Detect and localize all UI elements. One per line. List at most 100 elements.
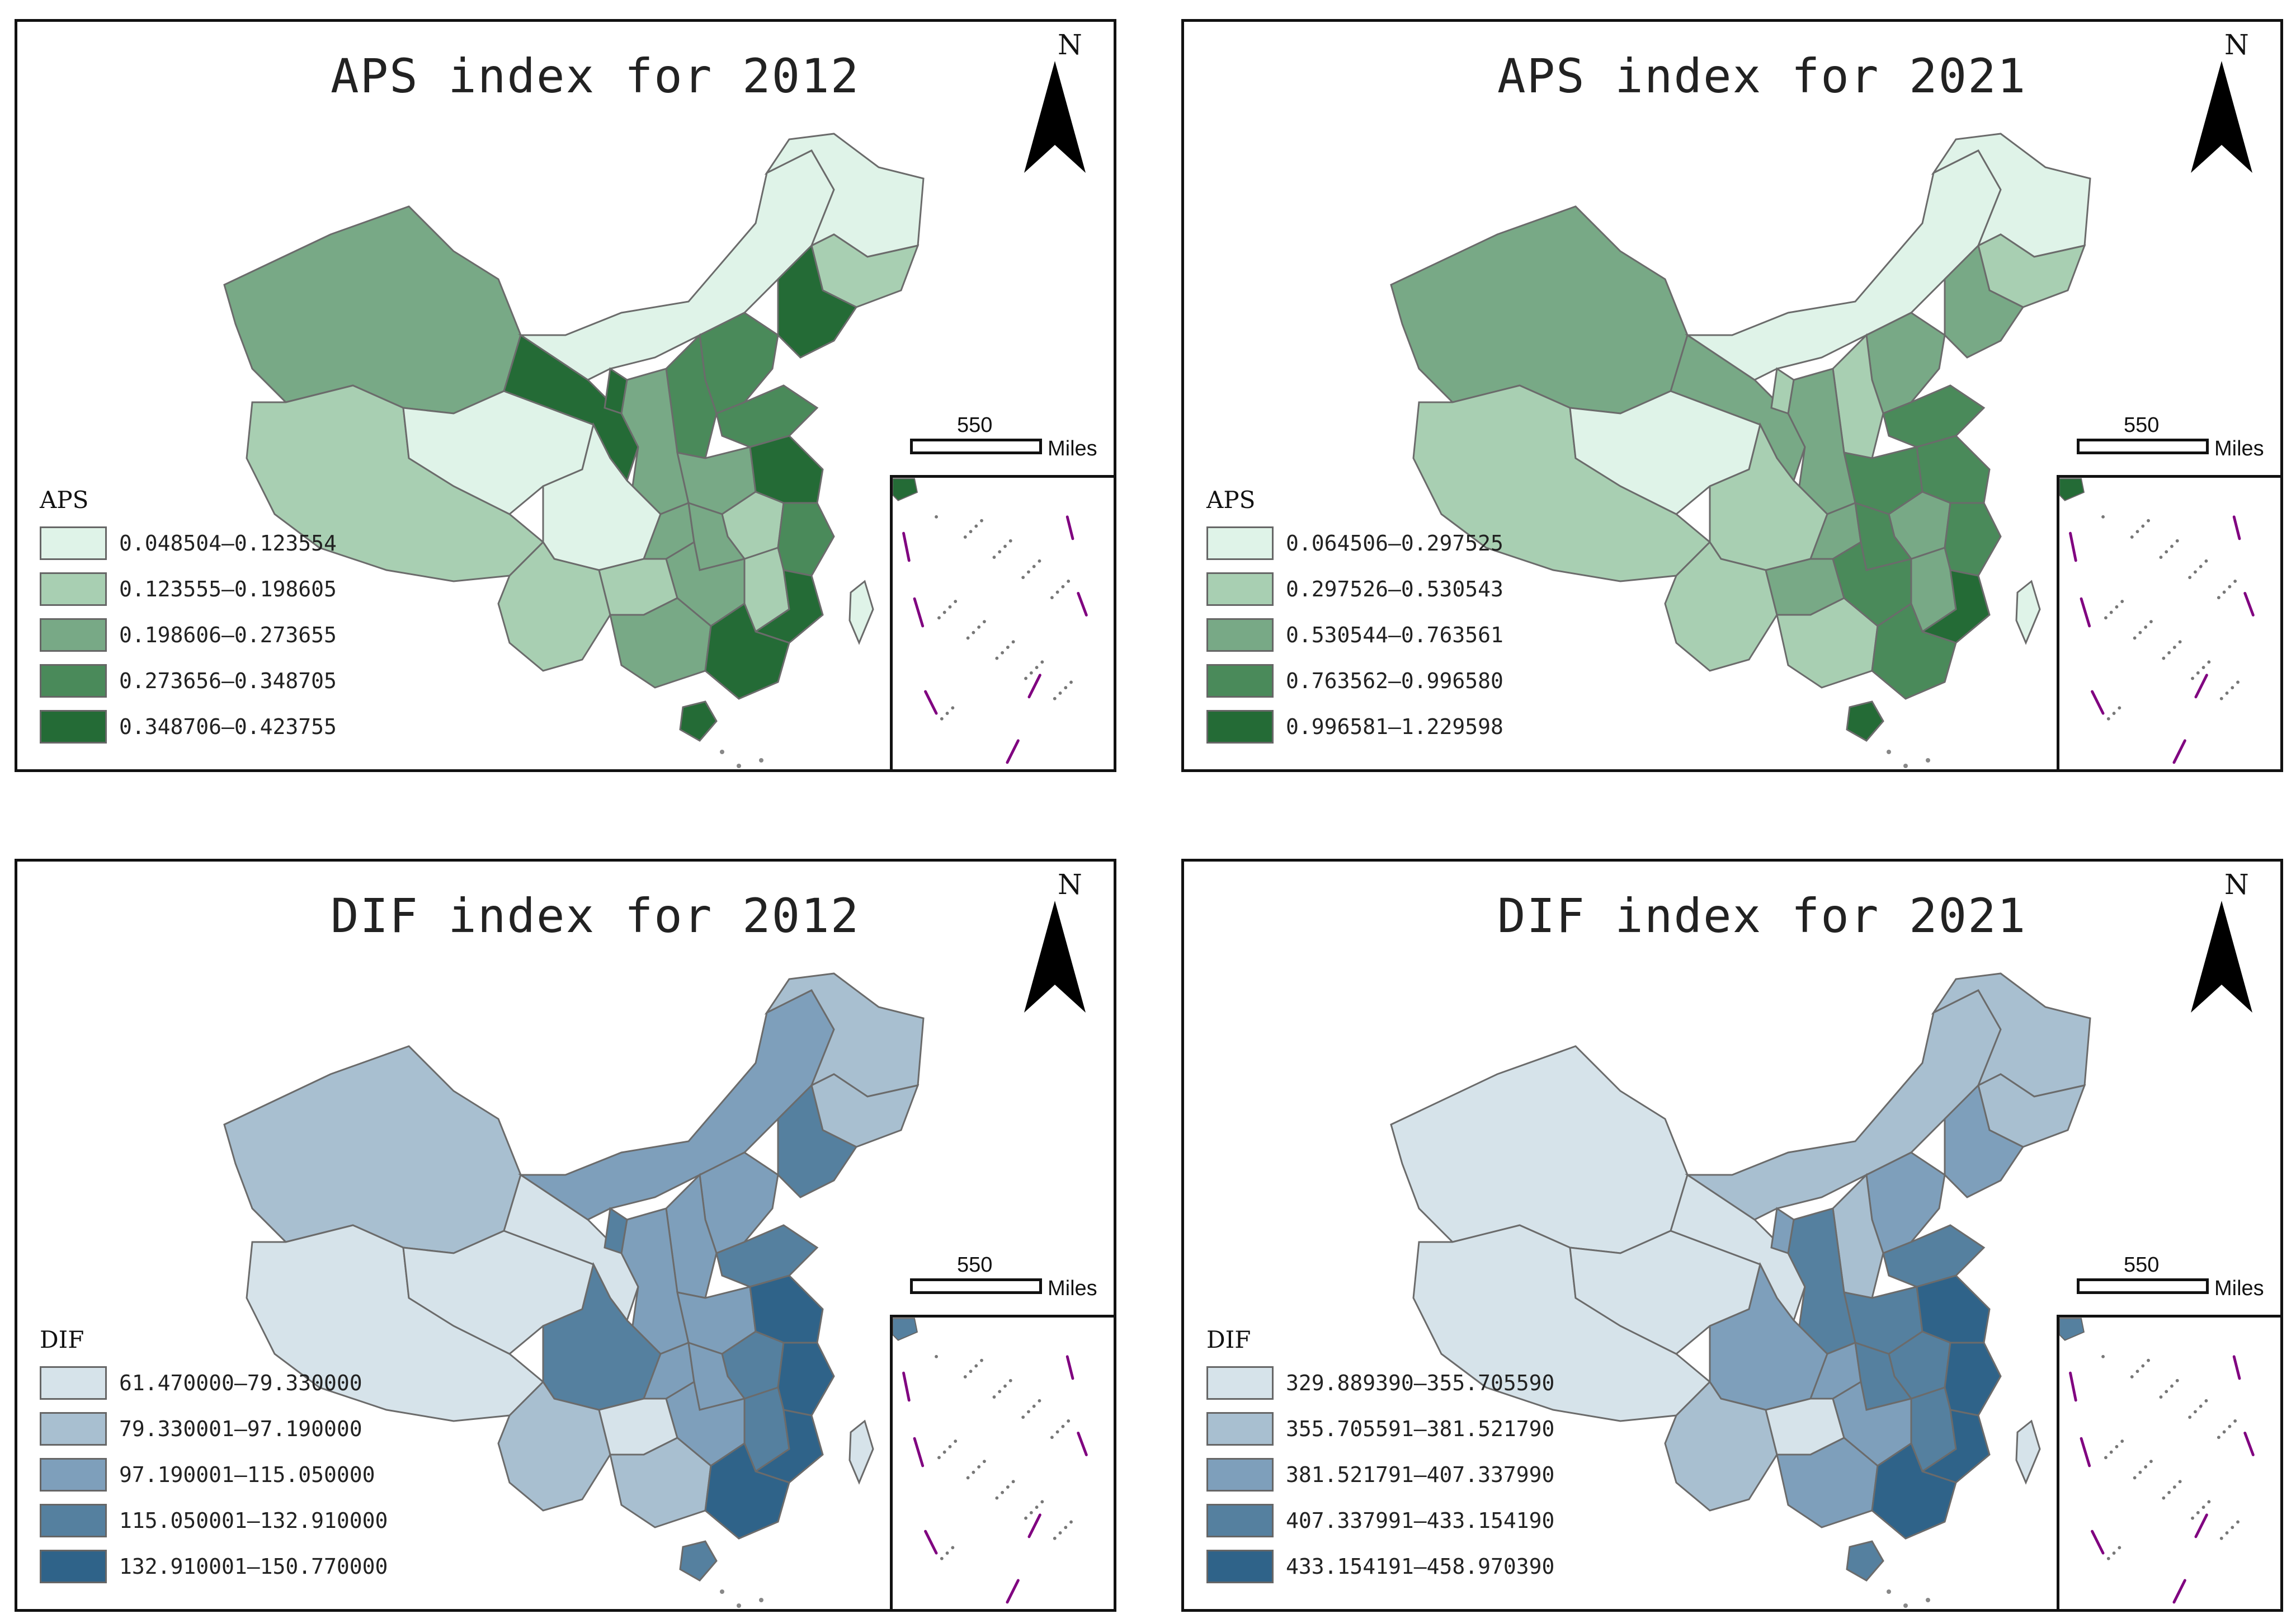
legend-label: 0.064506—0.297525	[1286, 531, 1503, 556]
legend-label: 115.050001—132.910000	[119, 1508, 388, 1533]
island-dot	[1926, 758, 1930, 763]
legend-item: 0.123555—0.198605	[40, 570, 442, 609]
legend-item: 381.521791—407.337990	[1206, 1455, 1609, 1494]
scale-unit: Miles	[2214, 1277, 2264, 1300]
region-guangdong	[1871, 1442, 1957, 1540]
legend-item: 97.190001—115.050000	[40, 1455, 442, 1494]
region-ningxia	[1770, 1207, 1795, 1254]
scale-bar	[2077, 1278, 2209, 1294]
south-china-sea-inset	[890, 1315, 1114, 1609]
inset-map	[2059, 1318, 2255, 1604]
legend-swatch	[40, 1412, 107, 1446]
region-shandong	[715, 1224, 819, 1288]
region-shandong	[715, 384, 819, 448]
scale-unit: Miles	[2214, 437, 2264, 460]
legend-title: DIF	[40, 1326, 84, 1353]
legend-label: 0.530544—0.763561	[1286, 623, 1503, 647]
north-label: N	[1058, 868, 1082, 901]
legend-title: APS	[1206, 486, 1256, 514]
region-xinjiang	[1390, 1045, 1689, 1254]
scale-value: 550	[957, 413, 993, 437]
region-taiwan	[848, 1419, 874, 1485]
region-yunnan	[497, 540, 611, 672]
region-ningxia	[1770, 367, 1795, 415]
scale-unit: Miles	[1048, 1277, 1097, 1300]
region-zhejiang	[1944, 502, 2002, 577]
region-ningxia	[604, 367, 628, 415]
legend-item: 355.705591—381.521790	[1206, 1409, 1609, 1448]
map-panel-dif-2021: DIF index for 2021 N 550 Miles DIF 329.889390…	[1181, 859, 2283, 1612]
region-shandong	[1882, 1224, 1986, 1288]
region-zhejiang	[777, 1342, 835, 1417]
legend-swatch	[1206, 526, 1274, 560]
region-guangdong	[704, 1442, 790, 1540]
legend-swatch	[40, 1550, 107, 1583]
legend-label: 97.190001—115.050000	[119, 1462, 375, 1487]
legend-label: 0.198606—0.273655	[119, 623, 337, 647]
legend-swatch	[40, 710, 107, 744]
legend-swatch	[40, 1504, 107, 1537]
north-arrow-icon	[2191, 61, 2252, 173]
legend-swatch	[40, 572, 107, 606]
region-liaoning	[1944, 1084, 2025, 1198]
legend-swatch	[1206, 572, 1274, 606]
legend-title: DIF	[1206, 1326, 1251, 1353]
legend-label: 0.348706—0.423755	[119, 714, 337, 739]
scale-value: 550	[957, 1253, 993, 1277]
legend-item: 0.763562—0.996580	[1206, 661, 1609, 700]
region-jiangsu	[749, 1274, 824, 1344]
legend-swatch	[1206, 1504, 1274, 1537]
legend-swatch	[1206, 710, 1274, 744]
legend-label: 355.705591—381.521790	[1286, 1417, 1555, 1441]
legend-label: 433.154191—458.970390	[1286, 1554, 1555, 1579]
map-title: APS index for 2012	[331, 49, 860, 104]
scale-unit: Miles	[1048, 437, 1097, 460]
island-dot	[720, 750, 724, 754]
legend-label: 0.123555—0.198605	[119, 577, 337, 601]
island-dot	[1926, 1598, 1930, 1602]
legend-item: 0.996581—1.229598	[1206, 707, 1609, 746]
legend-swatch	[40, 618, 107, 652]
north-arrow-icon	[1024, 901, 1086, 1013]
region-shandong	[1882, 384, 1986, 448]
map-panel-aps-2021: APS index for 2021 N 550 Miles APS 0.064506—0…	[1181, 19, 2283, 772]
legend-item: 0.048504—0.123554	[40, 524, 442, 563]
map-panel-aps-2012: APS index for 2012 N 550 Miles APS 0.048504—0…	[15, 19, 1116, 772]
legend-title: APS	[40, 486, 89, 514]
choropleth-map	[223, 972, 925, 1608]
scale-bar	[910, 439, 1042, 454]
legend-swatch	[40, 1458, 107, 1492]
legend-item: 79.330001—97.190000	[40, 1409, 442, 1448]
region-yunnan	[1664, 540, 1778, 672]
legend-item: 0.348706—0.423755	[40, 707, 442, 746]
region-xinjiang	[223, 205, 522, 415]
south-china-sea-inset	[2057, 1315, 2280, 1609]
map-panel-dif-2012: DIF index for 2012 N 550 Miles DIF 61.470000—…	[15, 859, 1116, 1612]
legend-swatch	[40, 664, 107, 698]
region-guangdong	[704, 602, 790, 700]
legend-item: 433.154191—458.970390	[1206, 1547, 1609, 1586]
legend-item: 115.050001—132.910000	[40, 1501, 442, 1540]
legend-label: 0.048504—0.123554	[119, 531, 337, 556]
legend-label: 0.763562—0.996580	[1286, 669, 1503, 693]
map-title: DIF index for 2021	[1497, 888, 2027, 943]
legend-item: 132.910001—150.770000	[40, 1547, 442, 1586]
island-dot	[1887, 750, 1891, 754]
island-dot	[1903, 764, 1908, 768]
region-liaoning	[777, 244, 858, 359]
north-label: N	[2224, 868, 2249, 901]
choropleth-map	[1390, 972, 2091, 1608]
island-dot	[1903, 1603, 1908, 1608]
map-legend: APS 0.048504—0.123554 0.123555—0.198605 0.1…	[40, 486, 442, 753]
choropleth-map	[1390, 133, 2091, 768]
island-dot	[759, 1598, 763, 1602]
legend-swatch	[1206, 1458, 1274, 1492]
legend-item: 0.064506—0.297525	[1206, 524, 1609, 563]
north-label: N	[1058, 29, 1082, 61]
south-china-sea-inset	[890, 475, 1114, 769]
legend-label: 381.521791—407.337990	[1286, 1462, 1555, 1487]
legend-label: 132.910001—150.770000	[119, 1554, 388, 1579]
island-dot	[759, 758, 763, 763]
region-hainan	[679, 700, 718, 742]
island-dot	[720, 1589, 724, 1594]
